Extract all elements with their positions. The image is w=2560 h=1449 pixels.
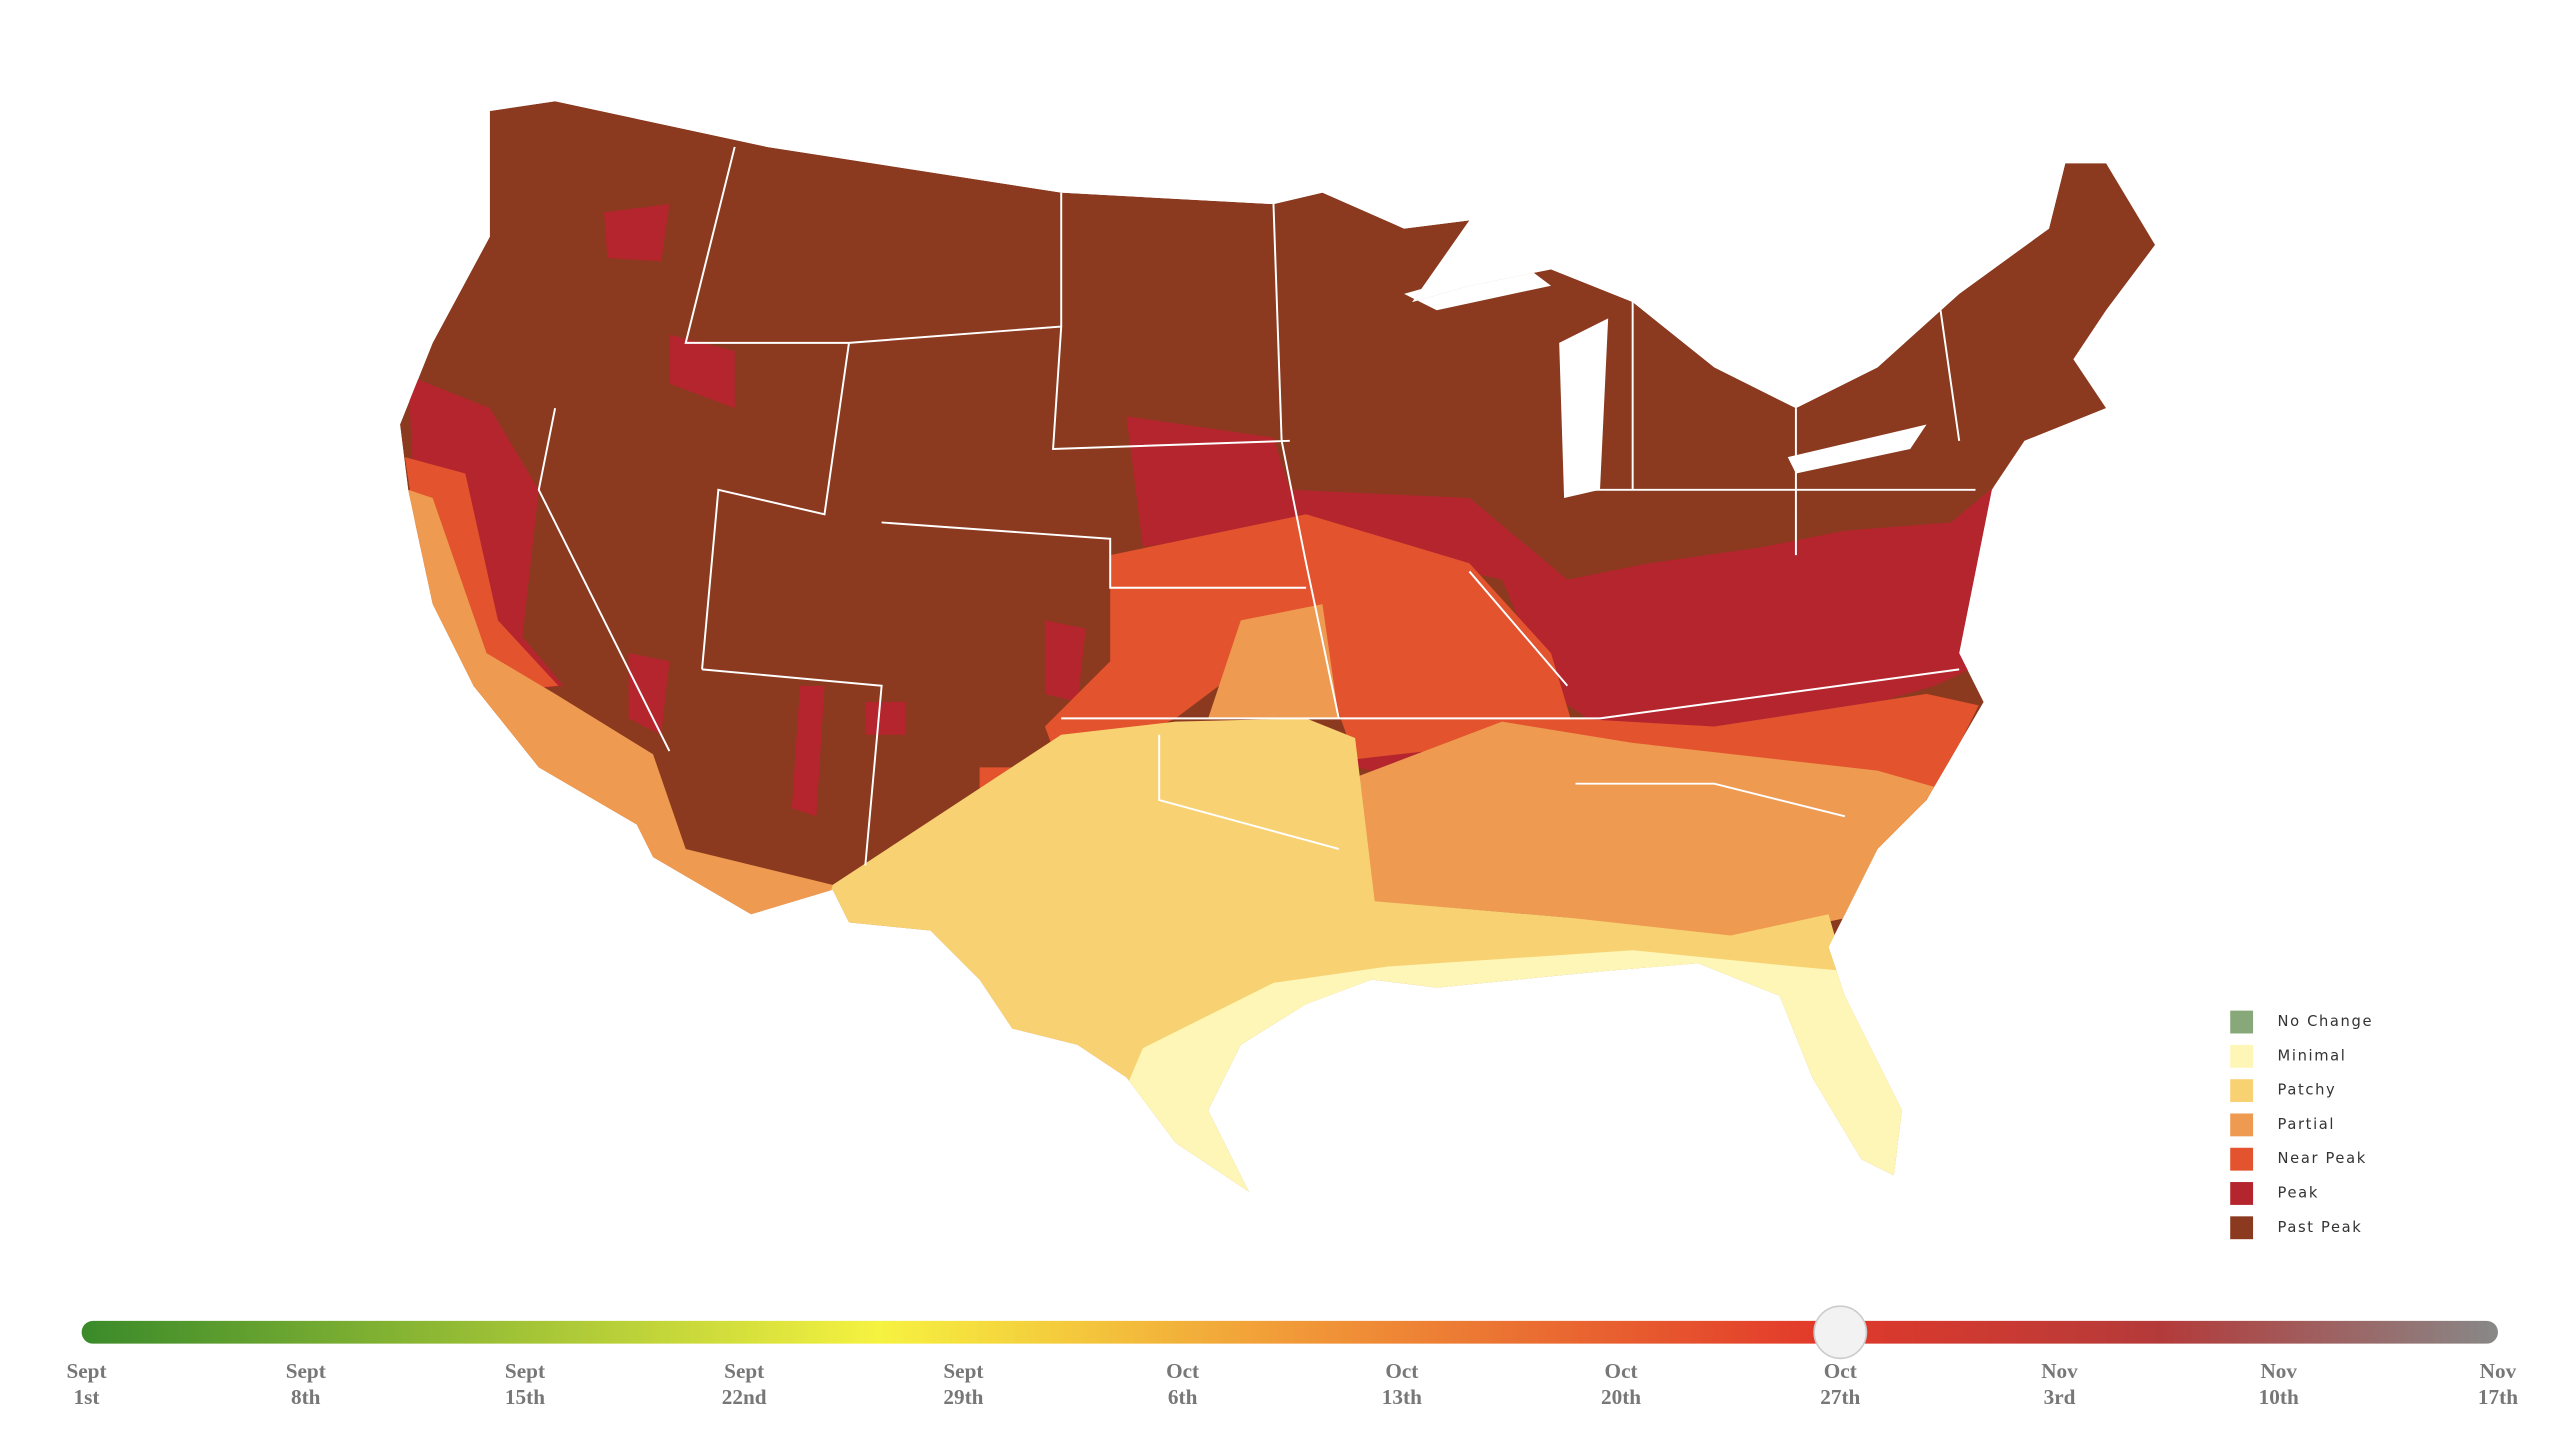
slider-month: Sept: [724, 1359, 764, 1383]
partial-region: [400, 489, 1935, 996]
legend-label: Near Peak: [2278, 1150, 2367, 1167]
slider-day: 10th: [2259, 1385, 2299, 1409]
slider-day: 15th: [505, 1385, 545, 1409]
patchy-region: [816, 718, 1849, 1114]
legend-swatch: [2230, 1010, 2254, 1034]
legend: No Change Minimal Patchy Partial Near Peak Pe…: [2230, 1010, 2374, 1240]
legend-label: Patchy: [2278, 1082, 2337, 1099]
slider-month: Sept: [66, 1359, 106, 1383]
slider-month: Nov: [2260, 1359, 2297, 1383]
legend-label: Minimal: [2278, 1047, 2347, 1064]
legend-swatch: [2230, 1113, 2254, 1137]
slider-month: Oct: [1166, 1359, 1199, 1383]
us-map: [400, 101, 2156, 1192]
slider-month: Sept: [943, 1359, 983, 1383]
slider-track: [81, 1320, 2498, 1344]
slider-day: 27th: [1820, 1385, 1860, 1409]
slider-month: Oct: [1385, 1359, 1418, 1383]
slider-day: 8th: [291, 1385, 321, 1409]
slider-day: 3rd: [2044, 1385, 2076, 1409]
legend-swatch: [2230, 1044, 2254, 1068]
legend-swatch: [2230, 1079, 2254, 1103]
legend-swatch: [2230, 1182, 2254, 1205]
slider-day: 13th: [1382, 1385, 1422, 1409]
date-slider: Sept1stSept8thSept15thSept22ndSept29thOc…: [66, 1305, 2518, 1409]
peak-region: [408, 204, 2005, 866]
state-borders: [537, 146, 1976, 866]
slider-day: 1st: [74, 1385, 100, 1409]
legend-label: Partial: [2278, 1116, 2336, 1133]
slider-month: Nov: [2480, 1359, 2517, 1383]
slider-month: Nov: [2041, 1359, 2078, 1383]
legend-label: Past Peak: [2278, 1219, 2363, 1236]
legend-label: No Change: [2278, 1013, 2374, 1030]
slider-day: 20th: [1601, 1385, 1641, 1409]
legend-swatch: [2230, 1147, 2254, 1171]
near-peak-region: [404, 457, 1979, 996]
slider-thumb[interactable]: [1813, 1305, 1868, 1360]
slider-day: 29th: [943, 1385, 983, 1409]
slider-day: 17th: [2478, 1385, 2518, 1409]
slider-day: 22nd: [722, 1385, 767, 1409]
slider-month: Sept: [286, 1359, 326, 1383]
slider-month: Oct: [1605, 1359, 1638, 1383]
legend-swatch: [2230, 1216, 2254, 1240]
slider-day: 6th: [1168, 1385, 1198, 1409]
legend-label: Peak: [2278, 1184, 2319, 1201]
slider-month: Sept: [505, 1359, 545, 1383]
slider-month: Oct: [1824, 1359, 1857, 1383]
